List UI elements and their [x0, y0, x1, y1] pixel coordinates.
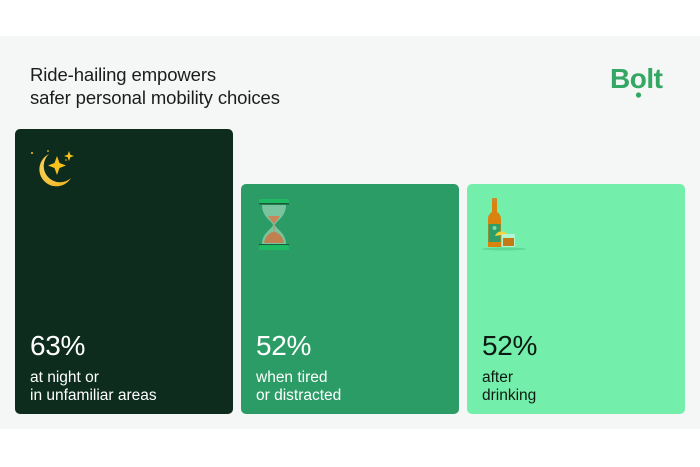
bottle-glass-icon	[482, 198, 526, 251]
stat-value: 52%	[482, 330, 538, 361]
hourglass-icon	[259, 199, 289, 250]
stat-description: at night or in unfamiliar areas	[30, 369, 157, 405]
stat-value: 52%	[256, 330, 312, 361]
title-line-1: Ride-hailing empowers	[30, 64, 217, 85]
title-line-2: safer personal mobility choices	[30, 87, 280, 108]
bolt-logo: Bolt	[610, 63, 663, 98]
stat-description: after drinking	[482, 369, 536, 405]
desc-line-2: in unfamiliar areas	[30, 387, 157, 404]
page-title: Ride-hailing empowers safer personal mob…	[30, 63, 280, 109]
desc-line-1: at night or	[30, 369, 99, 386]
moon-stars-icon	[31, 150, 74, 187]
stat-card-night: 63% at night or in unfamiliar areas	[15, 129, 233, 414]
stat-value: 63%	[30, 330, 86, 361]
desc-line-2: drinking	[482, 387, 537, 404]
stat-description: when tired or distracted	[256, 369, 341, 405]
stat-card-tired: 52% when tired or distracted	[241, 184, 459, 414]
desc-line-1: after	[482, 369, 514, 386]
desc-line-2: or distracted	[256, 387, 342, 404]
svg-text:Bolt: Bolt	[610, 63, 663, 94]
desc-line-1: when tired	[256, 369, 328, 386]
stat-card-drinking: 52% after drinking	[467, 184, 685, 414]
